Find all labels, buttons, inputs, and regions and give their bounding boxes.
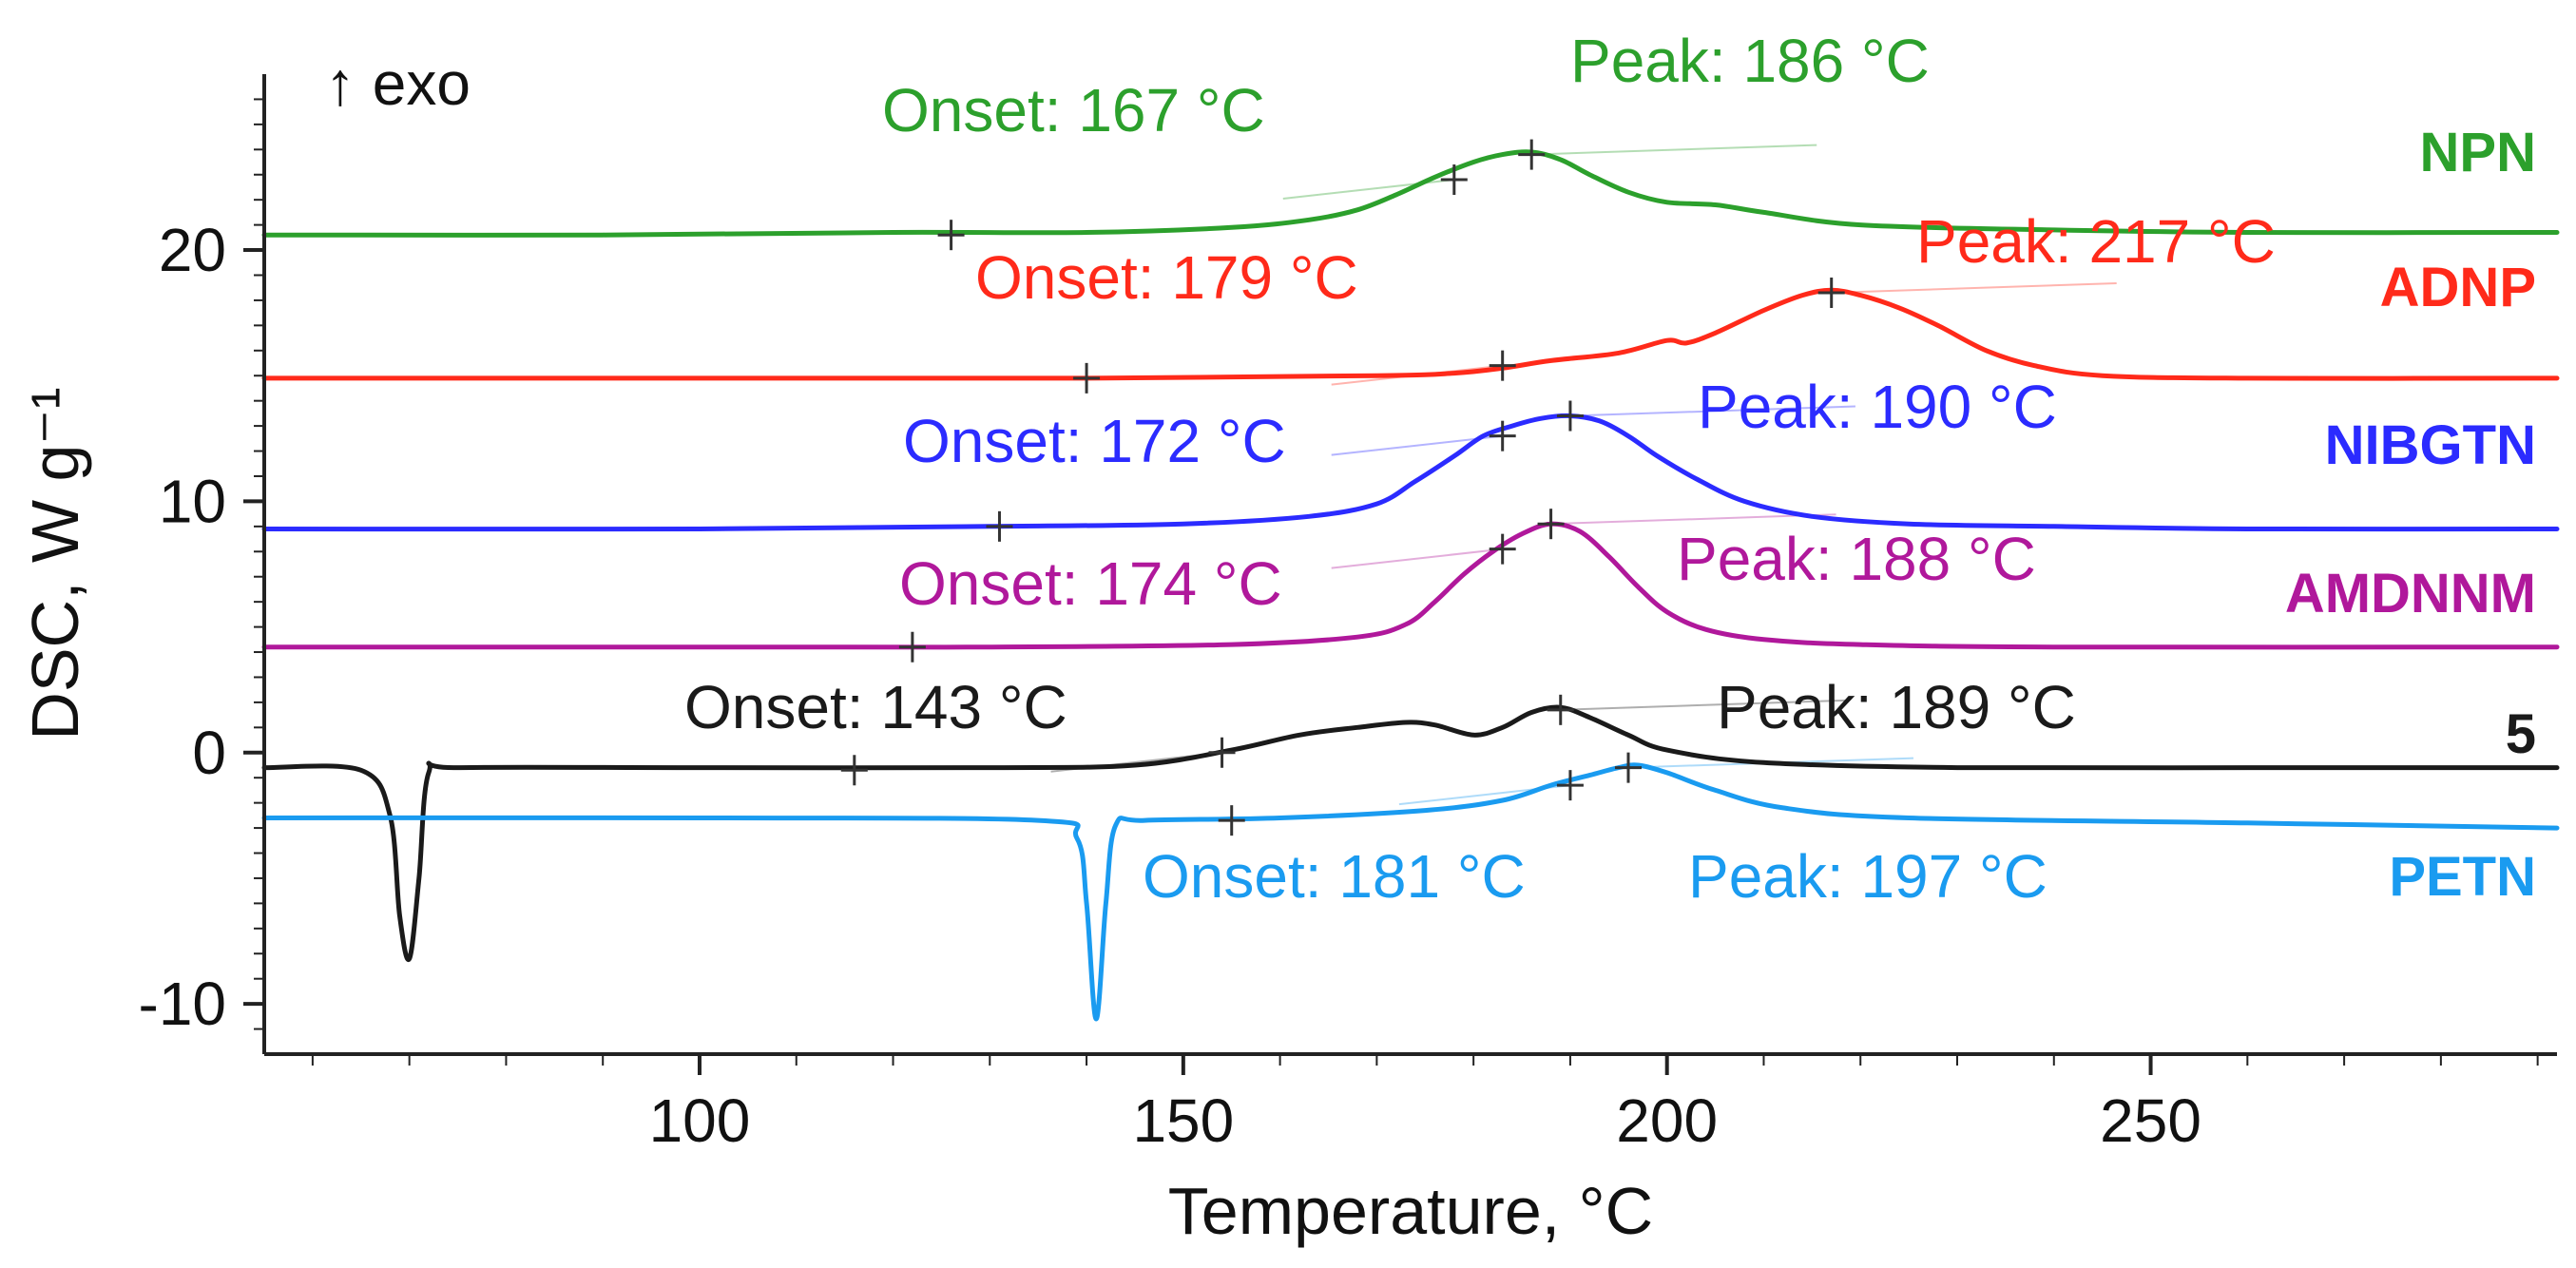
marker-5: [840, 755, 868, 786]
onset-label-npn: Onset: 167 °C: [882, 76, 1265, 144]
marker-petn: [1218, 805, 1245, 836]
marker-amdnnm: [1537, 509, 1565, 540]
peak-leader-npn: [1531, 144, 1817, 156]
series-line-5: [261, 704, 2560, 963]
series-layer: [261, 149, 2560, 1022]
y-tick-label-20: 20: [159, 216, 226, 284]
marker-nibgtn: [1489, 420, 1516, 451]
series-name-amdnnm: AMDNNM: [2285, 563, 2536, 624]
marker-amdnnm: [1489, 533, 1516, 565]
marker-npn: [1518, 139, 1546, 170]
x-tick-label-100: 100: [649, 1086, 751, 1155]
peak-label-5: Peak: 189 °C: [1717, 673, 2076, 741]
peak-label-petn: Peak: 197 °C: [1688, 842, 2047, 911]
peak-label-amdnnm: Peak: 188 °C: [1677, 525, 2036, 593]
marker-5: [1547, 694, 1574, 725]
marker-amdnnm: [898, 631, 926, 663]
marker-5: [1208, 737, 1236, 768]
series-line-nibgtn: [261, 413, 2560, 532]
y-tick-label-0: 0: [192, 719, 226, 787]
y-axis-title: DSC, W g⁻¹: [18, 387, 92, 740]
series-name-adnp: ADNP: [2380, 257, 2536, 318]
peak-label-adnp: Peak: 217 °C: [1916, 207, 2276, 276]
peak-leader-amdnnm: [1550, 513, 1836, 526]
marker-petn: [1556, 770, 1584, 801]
leader-lines-layer: [1050, 144, 2117, 806]
y-tick-label--10: -10: [139, 970, 227, 1038]
peak-label-npn: Peak: 186 °C: [1570, 27, 1930, 95]
onset-label-5: Onset: 143 °C: [684, 673, 1067, 741]
x-tick-label-150: 150: [1132, 1086, 1234, 1155]
series-line-adnp: [261, 287, 2560, 381]
peak-leader-5: [1560, 699, 1846, 711]
marker-npn: [937, 220, 965, 251]
series-name-npn: NPN: [2420, 122, 2536, 183]
x-tick-label-200: 200: [1616, 1086, 1718, 1155]
marker-adnp: [1073, 362, 1101, 394]
series-name-nibgtn: NIBGTN: [2325, 414, 2536, 476]
y-tick-label-10: 10: [159, 467, 226, 535]
onset-label-petn: Onset: 181 °C: [1143, 842, 1526, 911]
marker-petn: [1614, 752, 1642, 783]
peak-leader-adnp: [1831, 281, 2117, 294]
series-name-petn: PETN: [2389, 846, 2536, 908]
marker-adnp: [1817, 277, 1845, 308]
onset-label-nibgtn: Onset: 172 °C: [903, 407, 1286, 475]
marker-nibgtn: [986, 510, 1013, 542]
x-axis-title: Temperature, °C: [1168, 1174, 1653, 1248]
axes-layer: 100 150 200 250 -10 0 10 20: [139, 74, 2557, 1155]
series-line-npn: [261, 149, 2560, 238]
marker-adnp: [1489, 350, 1516, 381]
onset-tangent-amdnnm: [1331, 548, 1503, 569]
exo-label: ↑ exo: [325, 49, 471, 118]
series-line-amdnnm: [261, 521, 2560, 650]
series-name-5: 5: [2506, 703, 2536, 765]
markers-layer: [840, 139, 1845, 836]
peak-label-nibgtn: Peak: 190 °C: [1698, 373, 2057, 441]
onset-label-adnp: Onset: 179 °C: [975, 243, 1358, 312]
marker-npn: [1440, 164, 1468, 196]
labels-layer: ↑ exo Temperature, °C DSC, W g⁻¹ NPN ADN…: [18, 27, 2536, 1248]
marker-nibgtn: [1556, 400, 1584, 432]
onset-label-amdnnm: Onset: 174 °C: [899, 549, 1282, 618]
x-tick-label-250: 250: [2100, 1086, 2201, 1155]
peak-leader-nibgtn: [1569, 405, 1855, 417]
series-line-petn: [261, 762, 2560, 1022]
